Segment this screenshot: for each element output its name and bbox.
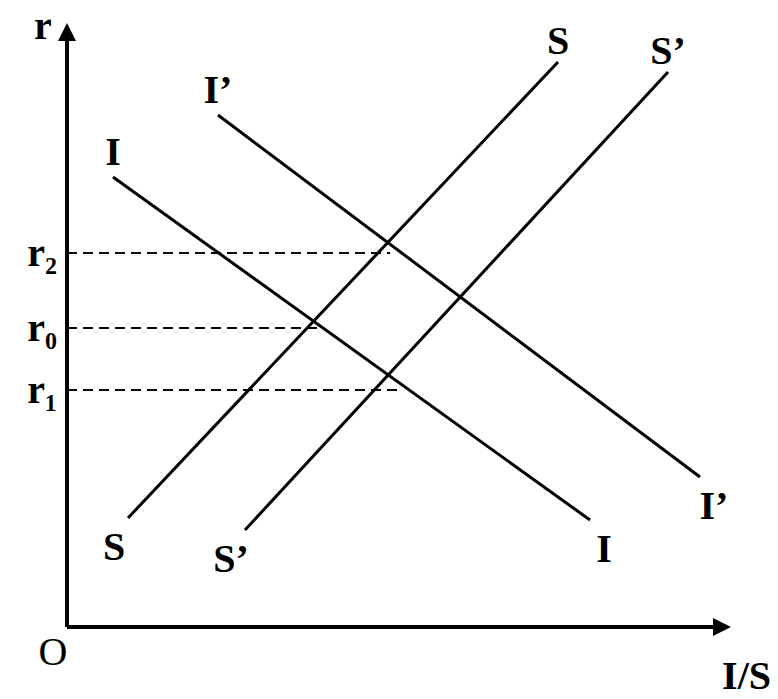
svg-text:I’: I’ — [204, 67, 233, 112]
svg-text:I’: I’ — [700, 483, 729, 528]
svg-text:r₁: r₁ — [27, 367, 57, 412]
svg-text:S: S — [103, 524, 125, 569]
svg-text:O: O — [39, 629, 68, 674]
svg-text:r: r — [34, 3, 52, 48]
svg-text:S’: S’ — [650, 28, 686, 73]
svg-text:I: I — [596, 526, 612, 571]
svg-text:I/S: I/S — [722, 653, 771, 698]
svg-text:r₀: r₀ — [27, 305, 57, 350]
svg-text:S’: S’ — [213, 536, 249, 581]
svg-text:I: I — [105, 129, 121, 174]
svg-text:S: S — [547, 18, 569, 63]
svg-text:r₂: r₂ — [27, 230, 57, 275]
